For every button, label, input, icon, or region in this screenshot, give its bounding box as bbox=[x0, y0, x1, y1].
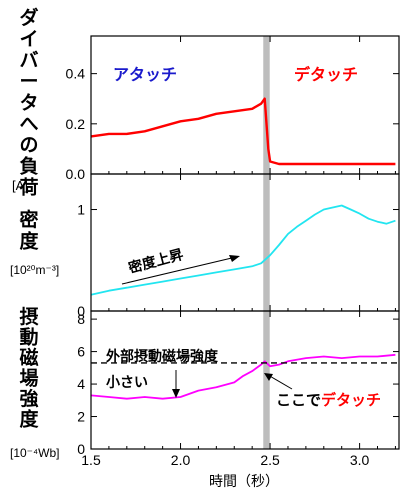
x-axis-label: 時間（秒） bbox=[209, 474, 279, 490]
small-label: 小さい bbox=[106, 375, 148, 391]
density-rise-arrowhead bbox=[229, 255, 240, 262]
here-label: ここで bbox=[276, 391, 321, 409]
threshold-label: 外部摂動磁場強度 bbox=[106, 348, 219, 365]
top-y-tick-label: 0.0 bbox=[66, 166, 86, 182]
here-detach-label: ここでデタッチ bbox=[276, 391, 381, 409]
bottom-y-tick-label: 8 bbox=[77, 311, 85, 327]
top-panel-ylabel: ダイバータへの負荷 bbox=[19, 6, 38, 199]
here-arrowhead bbox=[264, 373, 273, 381]
panel-frames bbox=[90, 35, 400, 450]
bottom-panel-series-line bbox=[90, 353, 396, 400]
x-tick-label: 2.5 bbox=[260, 452, 280, 468]
middle-panel-series-line bbox=[90, 204, 396, 296]
detach-event-band bbox=[263, 36, 270, 449]
top-y-tick-label: 0.4 bbox=[66, 66, 86, 82]
middle-panel-frame bbox=[90, 173, 400, 312]
middle-y-tick-label: 1 bbox=[77, 202, 85, 218]
top-panel-series-line bbox=[90, 97, 396, 166]
middle-panel-ylabel: 密度 bbox=[19, 208, 39, 253]
top-y-tick-label: 0.2 bbox=[66, 116, 86, 132]
x-tick-label: 1.5 bbox=[81, 452, 101, 468]
x-tick-labels: 1.5 2.0 2.5 3.0 bbox=[81, 452, 369, 468]
bottom-y-tick-label: 2 bbox=[77, 409, 85, 425]
here-arrow-shaft bbox=[267, 374, 293, 390]
middle-y-tick-label: 0 bbox=[77, 303, 85, 319]
top-panel-ylabel-unit: [A] bbox=[12, 178, 28, 193]
here-label-detach: デタッチ bbox=[321, 391, 381, 409]
attach-label: アタッチ bbox=[113, 65, 177, 84]
middle-panel-ylabel-unit: [10²⁰m⁻³] bbox=[10, 263, 59, 277]
density-rise-label: 密度上昇 bbox=[126, 246, 185, 277]
axis-ticks bbox=[90, 36, 399, 450]
detach-label: デタッチ bbox=[294, 65, 358, 84]
small-arrowhead bbox=[172, 389, 180, 398]
density-rise-arrow-shaft bbox=[121, 256, 237, 285]
x-tick-label: 3.0 bbox=[350, 452, 370, 468]
bottom-panel-frame bbox=[90, 310, 400, 450]
top-panel-frame bbox=[90, 35, 400, 175]
y-tick-labels: 0.0 0.2 0.4 0 1 0 2 4 6 8 bbox=[66, 66, 86, 457]
data-lines bbox=[90, 97, 396, 400]
bottom-y-tick-label: 0 bbox=[77, 441, 85, 457]
bottom-y-tick-label: 4 bbox=[77, 376, 85, 392]
bottom-panel-ylabel-unit: [10⁻⁴Wb] bbox=[10, 446, 60, 460]
bottom-y-tick-label: 6 bbox=[77, 344, 85, 360]
bottom-panel-ylabel: 摂動磁場強度 bbox=[19, 305, 39, 431]
x-tick-label: 2.0 bbox=[171, 452, 191, 468]
